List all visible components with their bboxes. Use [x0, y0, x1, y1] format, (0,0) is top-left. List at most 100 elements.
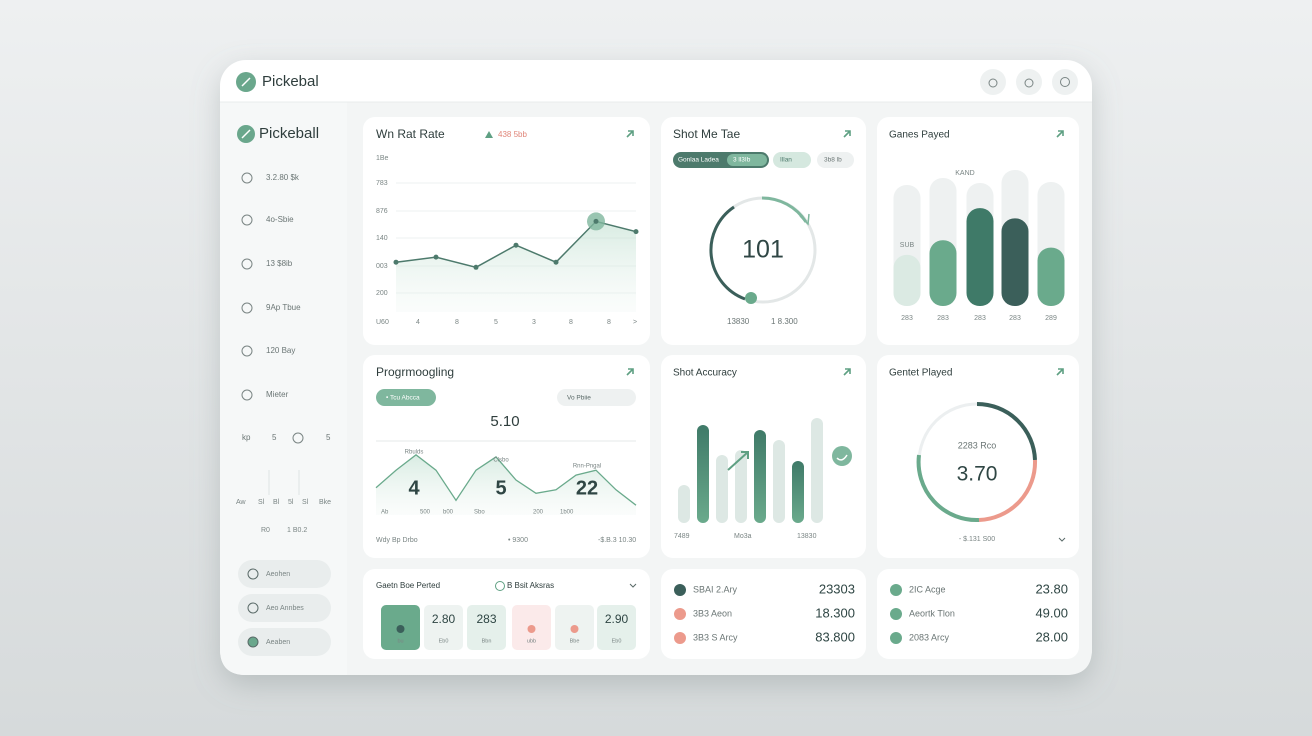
mini-x-label: Sl: [302, 499, 309, 506]
point: [393, 259, 399, 265]
tile-icon: [396, 625, 405, 633]
pill[interactable]: [376, 389, 436, 406]
nav-icon[interactable]: [241, 345, 253, 357]
gauge-arc: [709, 205, 746, 301]
nav-icon[interactable]: [241, 389, 253, 401]
tile[interactable]: [424, 605, 463, 650]
row-value: 18.300: [815, 605, 855, 620]
expand-icon[interactable]: [626, 130, 634, 138]
area: [376, 454, 636, 515]
sidebar-button[interactable]: [238, 594, 331, 622]
expand-icon[interactable]: [1056, 368, 1064, 376]
mini-footer: 1 B0.2: [287, 527, 307, 534]
tab[interactable]: [817, 152, 854, 168]
point: [433, 254, 439, 260]
tab-label: 3 ll3Ib: [733, 157, 751, 164]
button-label: Aeaben: [266, 639, 290, 646]
header-button[interactable]: [980, 69, 1006, 95]
row-icon: [674, 608, 686, 620]
nav-icon[interactable]: [241, 302, 253, 314]
mini-x-label: Aw: [236, 499, 247, 506]
row-value: 28.00: [1035, 629, 1068, 644]
trend-up: [485, 131, 493, 138]
row-value: 23303: [819, 581, 855, 596]
card-title: Progrmoogling: [376, 365, 454, 379]
x-label: Sbo: [474, 510, 485, 516]
point: [473, 264, 479, 270]
icon-button[interactable]: [832, 446, 852, 466]
x-label: 8: [455, 319, 459, 326]
brand: Pickeball: [259, 125, 319, 142]
expand-icon[interactable]: [843, 130, 851, 138]
donut-arc: [916, 454, 980, 523]
expand-icon[interactable]: [843, 368, 851, 376]
x-label: Ab: [381, 510, 389, 516]
nav-icon[interactable]: [241, 258, 253, 270]
card-title: Gentet Played: [889, 368, 952, 379]
chevron[interactable]: [1058, 537, 1066, 542]
tile-value: 2.90: [605, 612, 629, 626]
tile-label: ubb: [527, 638, 536, 644]
card-title: Gaetn Boe Perted: [376, 581, 440, 590]
trend-arrow: [727, 451, 749, 471]
tile[interactable]: [467, 605, 506, 650]
sidebar-button[interactable]: [238, 628, 331, 656]
sidebar-button[interactable]: [238, 560, 331, 588]
mini-label: 5: [326, 433, 331, 442]
x-label: 283: [901, 315, 913, 322]
tile-icon: [527, 625, 536, 633]
tab[interactable]: [773, 152, 811, 168]
x-label: 289: [1045, 315, 1057, 322]
bar: [697, 425, 709, 523]
logo-glyph: [241, 129, 251, 139]
expand-icon[interactable]: [626, 368, 634, 376]
icon: [1060, 77, 1070, 87]
donut-arc: [978, 459, 1038, 522]
row-label: SBAI 2.Ary: [693, 584, 738, 594]
header-button[interactable]: [1052, 69, 1078, 95]
filter-label: B Bsit Aksras: [507, 581, 554, 590]
header-button[interactable]: [1016, 69, 1042, 95]
tab[interactable]: [727, 154, 767, 166]
x-label: 283: [974, 315, 986, 322]
expand-icon[interactable]: [1056, 130, 1064, 138]
tile-value: 2.80: [432, 612, 456, 626]
mini-x-label: Bl: [273, 499, 280, 506]
sidebar-bg: [220, 102, 347, 675]
x-label: 283: [1009, 315, 1021, 322]
card: [661, 569, 866, 659]
row-label: 3B3 Aeon: [693, 608, 732, 618]
bar: [792, 461, 804, 523]
gauge-arc: [761, 196, 808, 223]
peak-label: Rnn-Pngal: [573, 464, 601, 470]
pill[interactable]: [557, 389, 636, 406]
donut-label: 2283 Rco: [958, 440, 997, 450]
y-label: 140: [376, 235, 388, 242]
mini-x-label: Bke: [319, 499, 331, 506]
tile-label: bu: [397, 638, 403, 644]
peak-label: Rbulds: [405, 450, 424, 456]
icon: [836, 454, 848, 461]
nav-icon[interactable]: [241, 172, 253, 184]
row-label: 2IC Acge: [909, 584, 946, 594]
chevron[interactable]: [629, 583, 637, 588]
nav-item: 3.2.80 $k: [266, 173, 300, 182]
card: [877, 569, 1079, 659]
x-label: 500: [420, 510, 431, 516]
gauge-arrow: [799, 213, 810, 226]
y-label: 1Be: [376, 155, 389, 162]
bar: [773, 440, 785, 523]
footer-label: 1 8.300: [771, 317, 798, 326]
tab-label: Illan: [780, 157, 792, 164]
pill-label: • Tcu Abcca: [386, 395, 420, 402]
icon: [292, 432, 304, 444]
peak-value: 4: [408, 477, 420, 499]
y-label: 876: [376, 208, 388, 215]
x-label: b00: [443, 510, 454, 516]
card-title: Wn Rat Rate: [376, 127, 445, 141]
point: [633, 229, 639, 235]
nav-icon[interactable]: [241, 214, 253, 226]
point: [513, 242, 519, 248]
tile[interactable]: [597, 605, 636, 650]
